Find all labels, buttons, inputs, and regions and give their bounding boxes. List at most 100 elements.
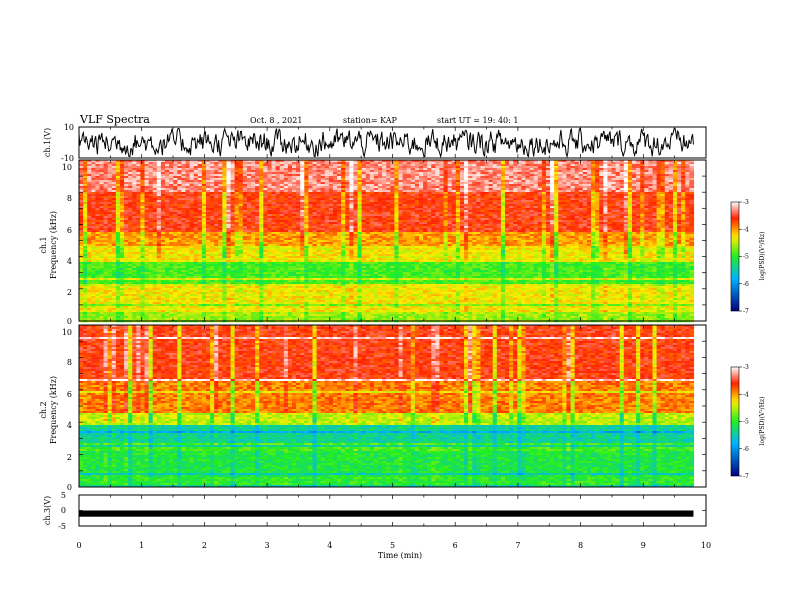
spectrogram-cell — [308, 306, 314, 309]
spectrogram-cell — [324, 248, 330, 251]
spectrogram-cell — [124, 298, 129, 301]
spectrogram-cell — [83, 220, 88, 223]
spectrogram-cell — [177, 316, 183, 319]
spectrogram-cell — [275, 256, 281, 259]
spectrogram-cell — [242, 272, 248, 275]
spectrogram-cell — [111, 232, 117, 235]
spectrogram-cell — [296, 232, 301, 235]
spectrogram-cell — [107, 208, 113, 211]
spectrogram-cell — [279, 256, 285, 259]
spectrogram-cell — [169, 296, 174, 299]
spectrogram-cell — [267, 268, 273, 271]
spectrogram-cell — [304, 266, 309, 269]
spectrogram-cell — [132, 312, 137, 315]
spectrogram-cell — [193, 208, 199, 211]
spectrogram-cell — [111, 316, 117, 319]
spectrogram-cell — [283, 180, 289, 183]
spectrogram-cell — [173, 204, 178, 207]
spectrogram-cell — [165, 244, 170, 247]
spectrogram-cell — [287, 204, 293, 207]
spectrogram-cell — [324, 298, 330, 301]
spectrogram-cell — [320, 300, 326, 303]
spectrogram-cell — [128, 262, 133, 265]
spectrogram-cell — [218, 234, 223, 237]
spectrogram-cell — [201, 216, 207, 219]
spectrogram-cell — [312, 310, 318, 313]
spectrogram-cell — [218, 264, 223, 267]
spectrogram-cell — [185, 210, 191, 213]
spectrogram-cell — [263, 190, 269, 193]
spectrogram-cell — [251, 302, 256, 305]
spectrogram-cell — [197, 248, 203, 251]
spectrogram-cell — [119, 226, 125, 229]
spectrogram-cell — [201, 186, 207, 189]
spectrogram-cell — [79, 254, 84, 257]
spectrogram-cell — [210, 162, 215, 165]
spectrogram-cell — [304, 272, 309, 275]
spectrogram-cell — [193, 254, 199, 257]
spectrogram-cell — [185, 220, 191, 223]
spectrogram-cell — [251, 260, 256, 263]
spectrogram-cell — [160, 306, 166, 309]
spectrogram-cell — [201, 254, 207, 257]
spectrogram-cell — [165, 236, 170, 239]
spectrogram-cell — [304, 302, 309, 305]
spectrogram-cell — [292, 230, 297, 233]
spectrogram-cell — [119, 234, 125, 237]
spectrogram-cell — [173, 272, 178, 275]
spectrogram-cell — [181, 186, 187, 189]
spectrogram-cell — [91, 254, 96, 257]
spectrogram-cell — [99, 318, 105, 321]
spectrogram-cell — [320, 226, 326, 229]
spectrogram-cell — [152, 254, 158, 257]
spectrogram-cell — [177, 300, 183, 303]
spectrogram-cell — [169, 178, 174, 181]
spectrogram-cell — [173, 180, 178, 183]
spectrogram-cell — [197, 198, 203, 201]
spectrogram-cell — [308, 254, 314, 257]
spectrogram-cell — [165, 164, 170, 167]
spectrogram-cell — [226, 216, 232, 219]
spectrogram-cell — [222, 190, 228, 193]
spectrogram-cell — [95, 282, 101, 285]
spectrogram-cell — [279, 274, 285, 277]
spectrogram-cell — [279, 190, 285, 193]
spectrogram-cell — [197, 172, 203, 175]
spectrogram-cell — [201, 262, 207, 265]
spectrogram-cell — [160, 186, 166, 189]
spectrogram-cell — [312, 262, 318, 265]
spectrogram-cell — [214, 214, 219, 217]
spectrogram-cell — [238, 192, 244, 195]
spectrogram-cell — [91, 280, 96, 283]
spectrogram-cell — [312, 200, 318, 203]
spectrogram-cell — [267, 186, 273, 189]
spectrogram-cell — [263, 184, 269, 187]
spectrogram-cell — [267, 218, 273, 221]
spectrogram-cell — [148, 164, 154, 167]
spectrogram-cell — [304, 218, 309, 221]
spectrogram-cell — [238, 316, 244, 319]
spectrogram-cell — [177, 250, 183, 253]
spectrogram-cell — [140, 222, 146, 225]
spectrogram-cell — [87, 216, 92, 219]
spectrogram-cell — [205, 302, 211, 305]
spectrogram-cell — [312, 176, 318, 179]
spectrogram-cell — [222, 264, 228, 267]
spectrogram-cell — [107, 204, 113, 207]
spectrogram-cell — [128, 312, 133, 315]
spectrogram-cell — [197, 176, 203, 179]
spectrogram-cell — [308, 236, 314, 239]
spectrogram-cell — [230, 228, 236, 231]
spectrogram-cell — [292, 206, 297, 209]
spectrogram-cell — [87, 246, 92, 249]
spectrogram-cell — [83, 184, 88, 187]
spectrogram-cell — [300, 162, 305, 165]
spectrogram-cell — [292, 280, 297, 283]
spectrogram-cell — [193, 310, 199, 313]
spectrogram-cell — [279, 208, 285, 211]
spectrogram-cell — [226, 302, 232, 305]
spectrogram-cell — [267, 184, 273, 187]
spectrogram-cell — [181, 172, 187, 175]
spectrogram-cell — [238, 206, 244, 209]
spectrogram-cell — [218, 196, 223, 199]
